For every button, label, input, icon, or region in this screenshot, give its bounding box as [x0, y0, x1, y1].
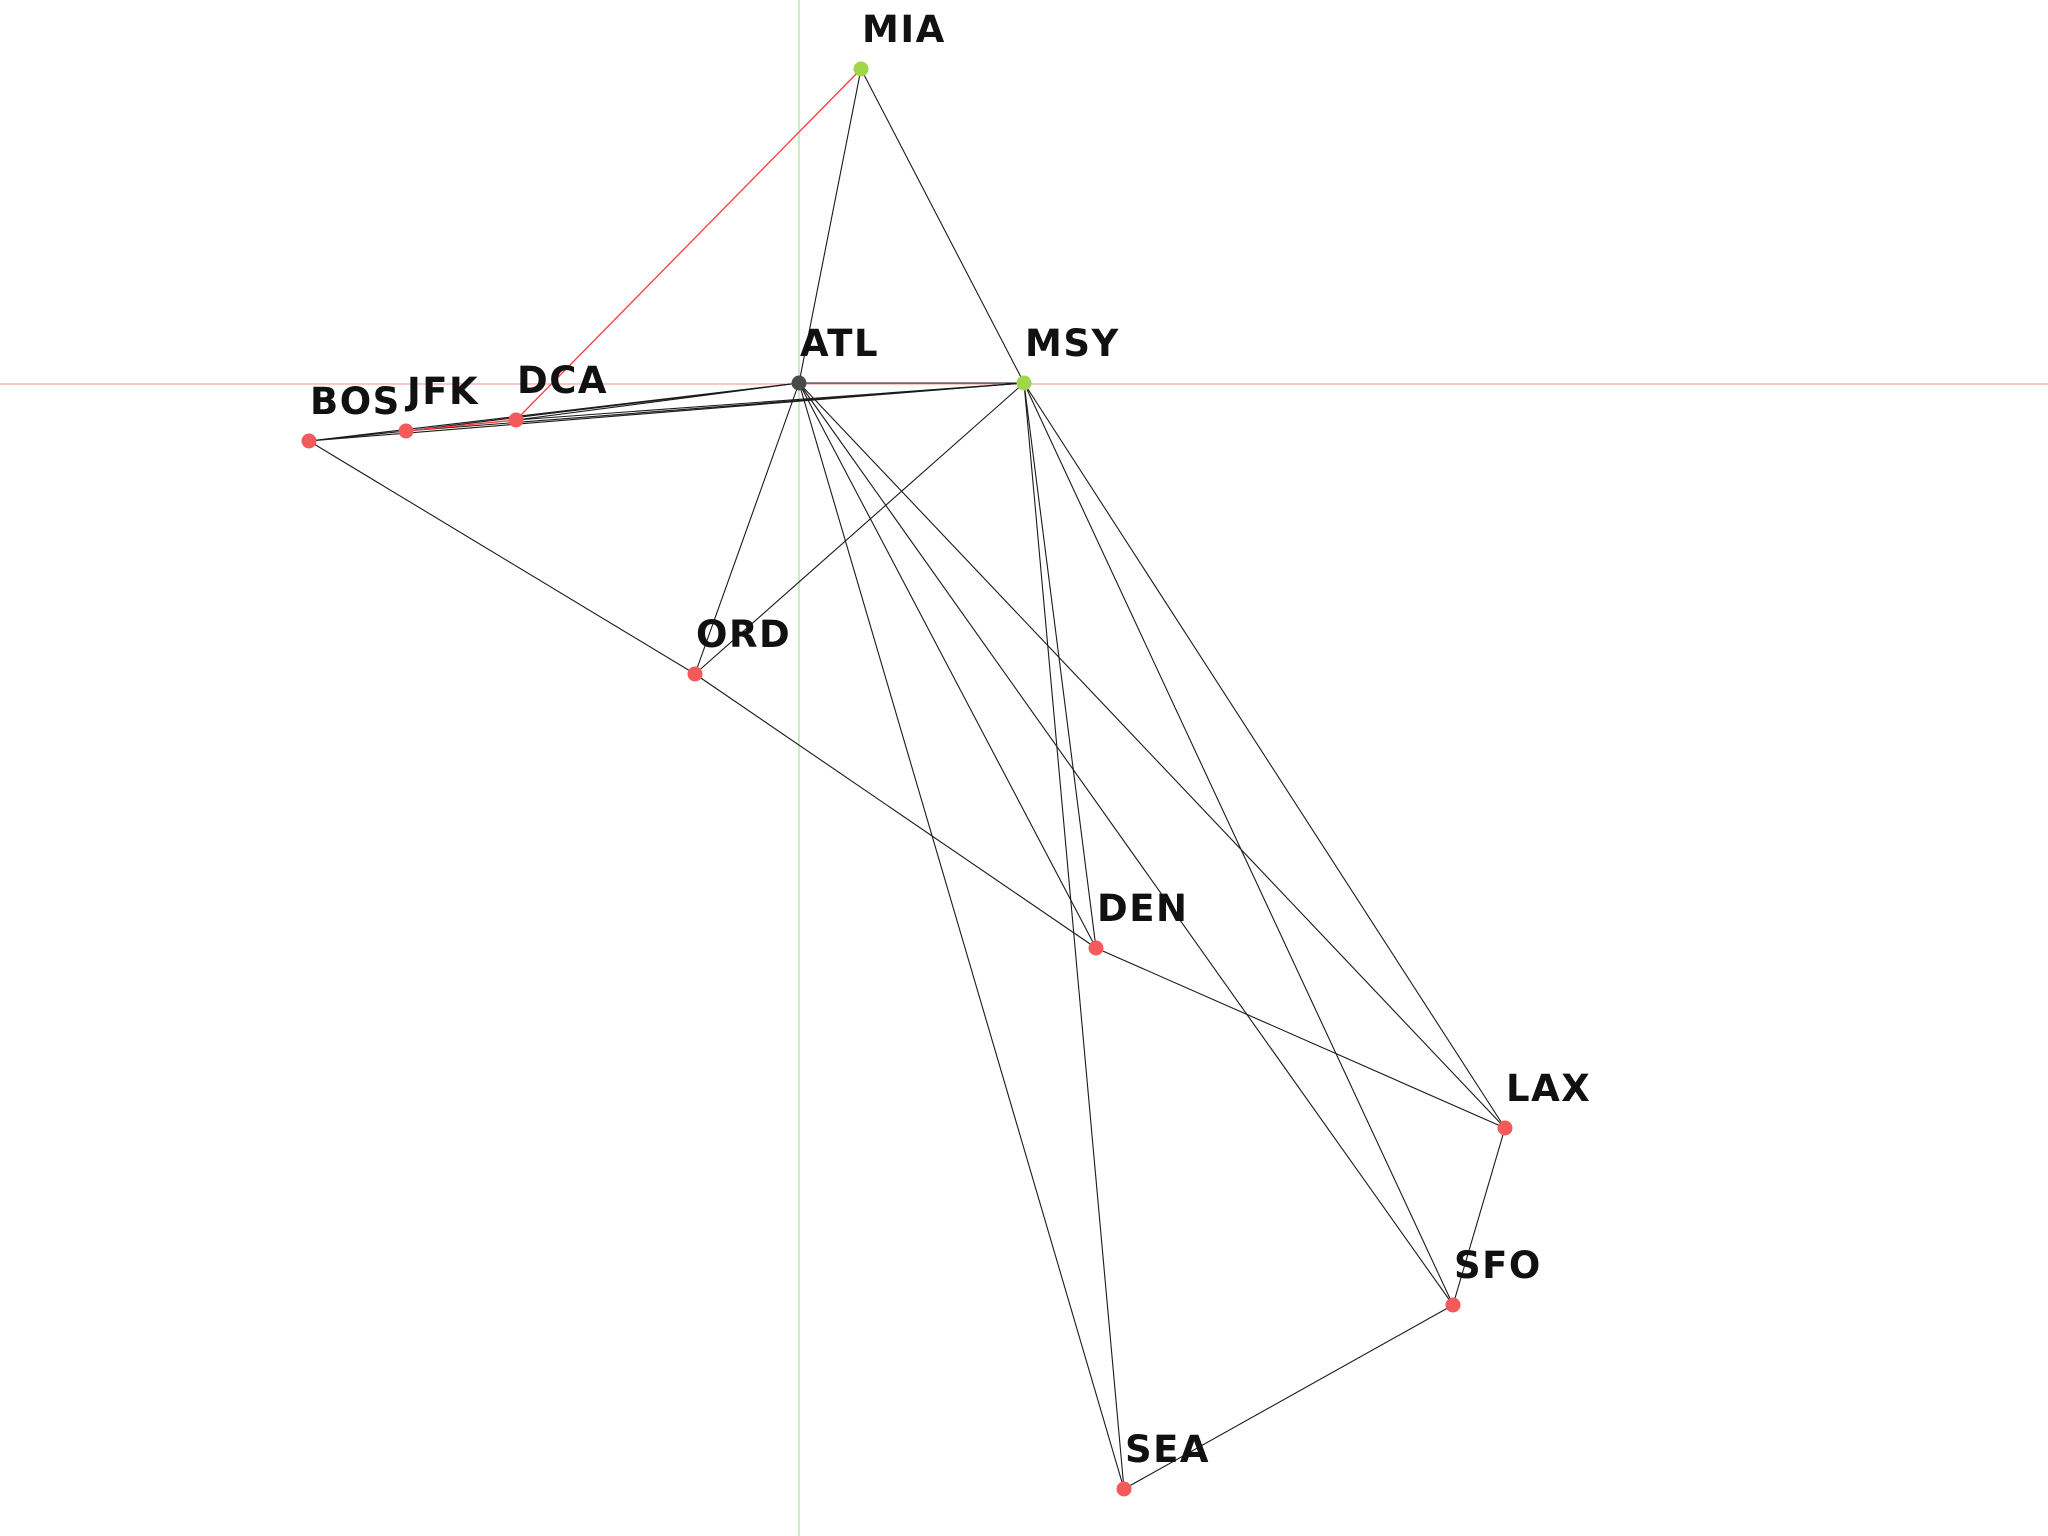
- edge-bos-ord: [308, 440, 696, 675]
- edge-msy-den: [1023, 382, 1097, 949]
- edge-msy-ord: [694, 382, 1025, 675]
- node-label-bos: BOS: [310, 380, 401, 423]
- node-mia[interactable]: [853, 61, 869, 77]
- edge-den-lax: [1095, 947, 1506, 1129]
- edge-atl-lax: [798, 382, 1506, 1129]
- edge-mia-msy: [860, 68, 1025, 384]
- node-lax[interactable]: [1497, 1120, 1513, 1136]
- edge-atl-den: [798, 382, 1097, 949]
- nodes-layer: [301, 61, 1513, 1497]
- edge-atl-ord: [694, 382, 800, 675]
- edge-atl-sea: [798, 382, 1125, 1490]
- edge-msy-sea: [1023, 382, 1125, 1490]
- edge-msy-bos: [308, 382, 1025, 442]
- edge-msy-sfo: [1023, 382, 1454, 1306]
- node-den[interactable]: [1088, 940, 1104, 956]
- node-atl[interactable]: [791, 375, 807, 391]
- node-sea[interactable]: [1116, 1481, 1132, 1497]
- edge-lax-sfo: [1452, 1127, 1506, 1306]
- edge-atl-sfo: [798, 382, 1454, 1306]
- labels-layer: MIA ATL MSY BOS JFK DCA ORD DEN LAX SFO SEA: [310, 8, 1591, 1471]
- edge-mia-dca: [515, 68, 862, 421]
- edge-ord-den: [694, 673, 1097, 949]
- node-label-msy: MSY: [1025, 322, 1120, 365]
- node-label-sfo: SFO: [1454, 1244, 1542, 1287]
- node-label-mia: MIA: [862, 8, 946, 51]
- node-dca[interactable]: [508, 412, 524, 428]
- node-label-den: DEN: [1097, 887, 1188, 930]
- node-label-atl: ATL: [800, 322, 879, 365]
- edge-mia-atl: [798, 68, 862, 384]
- node-bos[interactable]: [301, 433, 317, 449]
- edge-bos-jfk: [308, 430, 407, 442]
- node-label-ord: ORD: [696, 613, 791, 656]
- node-msy[interactable]: [1016, 375, 1032, 391]
- edges-layer: [308, 68, 1506, 1490]
- node-label-dca: DCA: [517, 359, 608, 402]
- node-label-sea: SEA: [1125, 1428, 1210, 1471]
- node-jfk[interactable]: [398, 423, 414, 439]
- edge-msy-lax: [1023, 382, 1506, 1129]
- node-ord[interactable]: [687, 666, 703, 682]
- edge-sfo-sea: [1123, 1304, 1454, 1490]
- node-label-lax: LAX: [1506, 1067, 1591, 1110]
- node-sfo[interactable]: [1445, 1297, 1461, 1313]
- edge-atl-bos: [308, 382, 800, 442]
- node-label-jfk: JFK: [404, 370, 479, 413]
- edge-jfk-dca: [405, 419, 517, 432]
